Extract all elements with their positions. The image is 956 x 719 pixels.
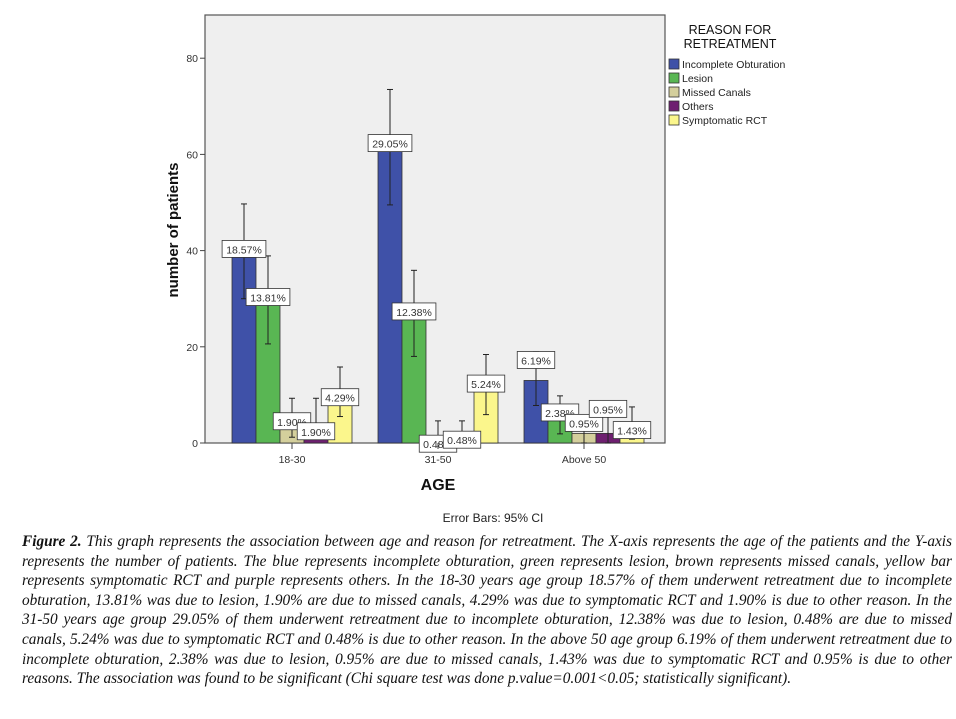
legend-swatch [668,58,680,70]
legend-title-line2: RETREATMENT [684,37,777,51]
data-label-box [221,240,267,258]
data-label-box [367,134,413,152]
data-label: 29.05% [372,139,408,151]
legend-swatch [668,72,680,84]
data-label: 13.81% [250,293,286,305]
figure-caption: Figure 2. This graph represents the asso… [22,532,952,689]
data-label: 12.38% [396,307,432,319]
legend-title-line1: REASON FOR [689,23,772,37]
data-label-box [588,399,628,418]
caption-text: This graph represents the association be… [22,533,952,688]
data-label: 0.95% [569,418,599,430]
x-axis: 18-30 31-50 Above 50 [279,443,607,466]
bar-incomplete-obturation [231,255,257,444]
data-label: 4.29% [325,393,355,405]
y-tick-label: 60 [186,149,198,161]
data-label-box [442,430,482,449]
y-tick-label: 80 [186,53,198,65]
data-label-box [466,374,506,393]
data-label: 0.95% [593,404,623,416]
legend-item: Lesion [682,73,713,85]
legend-item: Missed Canals [682,87,751,99]
data-label: 18.57% [226,244,262,256]
data-label: 1.90% [301,427,331,439]
data-label-box [612,421,652,439]
legend: REASON FOR RETREATMENT Incomplete Obtura… [668,23,785,127]
legend-item: Others [682,101,714,113]
data-label: 1.43% [617,426,647,438]
legend-item: Incomplete Obturation [682,59,785,71]
bar-chart: 0 20 40 60 80 18.57% 29.05% 6.19% 13.81% 12.38% 2… [165,14,785,525]
data-label: 0.48% [447,435,477,447]
y-tick-label: 0 [192,438,198,450]
data-label-box [391,302,437,321]
data-label-box [516,351,556,369]
data-label-box [320,388,360,407]
x-tick-label: 31-50 [425,454,452,466]
legend-item: Symptomatic RCT [682,115,768,127]
x-axis-label: AGE [421,477,456,494]
data-label: 6.19% [521,355,551,367]
plot-area [204,14,666,444]
legend-swatch [668,86,680,98]
caption-label: Figure 2. [22,533,82,550]
y-axis: 0 20 40 60 80 [186,53,205,450]
data-label-box [296,422,336,441]
legend-swatch [668,100,680,112]
legend-swatch [668,114,680,126]
y-tick-label: 40 [186,246,198,258]
x-tick-label: Above 50 [562,454,607,466]
error-bars-note: Error Bars: 95% CI [443,511,544,525]
bars: 18.57%29.05%6.19%13.81%12.38%2.38%1.90%0… [221,88,652,453]
data-label: 5.24% [471,379,501,391]
y-tick-label: 20 [186,342,198,354]
data-label-box [564,413,604,432]
x-tick-label: 18-30 [279,454,306,466]
data-label-box [245,288,291,306]
y-axis-label: number of patients [165,162,182,297]
